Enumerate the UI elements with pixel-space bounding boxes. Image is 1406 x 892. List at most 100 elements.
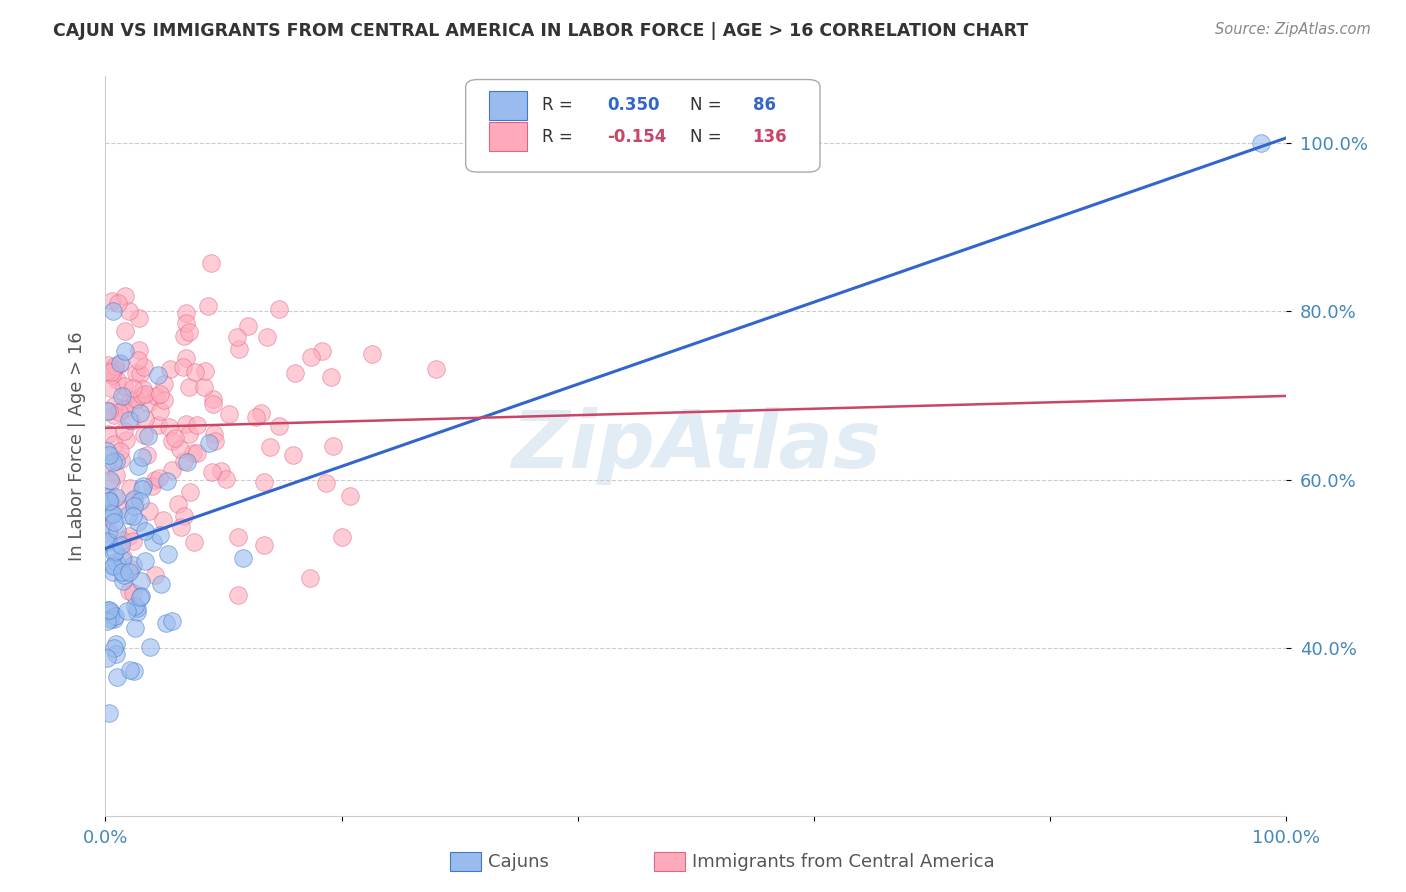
Point — [122, 397, 145, 411]
Point — [101, 304, 124, 318]
Point — [98, 507, 121, 521]
Point — [104, 647, 127, 661]
Point — [128, 343, 150, 358]
Point — [96, 491, 118, 505]
Point — [311, 343, 333, 358]
Point — [245, 410, 267, 425]
Point — [153, 392, 176, 407]
Point — [122, 664, 145, 678]
Point — [103, 362, 125, 376]
Point — [96, 364, 118, 378]
Point — [124, 599, 146, 614]
Point — [103, 491, 125, 505]
Point — [200, 466, 222, 480]
Point — [120, 414, 142, 428]
Point — [110, 444, 132, 458]
Point — [174, 316, 197, 330]
Point — [101, 508, 124, 522]
Point — [253, 538, 276, 552]
Point — [128, 494, 150, 508]
Point — [256, 330, 278, 344]
Point — [121, 381, 143, 395]
Text: Source: ZipAtlas.com: Source: ZipAtlas.com — [1215, 22, 1371, 37]
Point — [100, 475, 122, 489]
Point — [299, 350, 322, 364]
Point — [114, 389, 136, 403]
Point — [127, 605, 149, 619]
Point — [105, 468, 128, 483]
Point — [250, 406, 273, 420]
Point — [105, 670, 128, 684]
Point — [110, 452, 132, 467]
Point — [177, 426, 200, 441]
Point — [131, 388, 153, 402]
Point — [103, 558, 125, 572]
Point — [128, 368, 150, 382]
Point — [149, 403, 172, 417]
Point — [319, 369, 342, 384]
Point — [108, 356, 131, 370]
Point — [98, 508, 121, 522]
Text: ZipAtlas: ZipAtlas — [510, 407, 882, 485]
Point — [118, 565, 141, 579]
Point — [129, 406, 152, 420]
FancyBboxPatch shape — [465, 79, 820, 172]
Point — [132, 359, 155, 374]
Text: 86: 86 — [752, 96, 776, 114]
Point — [136, 429, 159, 443]
Point — [267, 302, 290, 317]
Point — [332, 530, 354, 544]
Point — [174, 351, 197, 365]
Point — [112, 379, 135, 393]
Point — [98, 448, 121, 462]
Point — [155, 615, 177, 630]
Point — [339, 489, 361, 503]
Point — [149, 386, 172, 401]
Point — [1250, 136, 1272, 150]
Point — [97, 524, 120, 538]
Point — [174, 306, 197, 320]
Point — [104, 608, 127, 623]
Point — [101, 566, 124, 580]
Point — [132, 479, 155, 493]
Point — [105, 555, 128, 569]
Point — [117, 304, 139, 318]
Point — [97, 358, 120, 372]
Point — [253, 475, 276, 490]
Point — [100, 605, 122, 619]
Point — [115, 604, 138, 618]
Point — [103, 399, 125, 413]
Point — [112, 402, 135, 417]
Point — [183, 535, 205, 549]
Point — [110, 502, 132, 516]
Point — [215, 472, 238, 486]
Point — [138, 504, 160, 518]
Point — [96, 650, 118, 665]
Point — [103, 641, 125, 656]
Point — [97, 494, 120, 508]
Point — [111, 389, 134, 403]
Point — [209, 464, 232, 478]
Point — [104, 359, 127, 373]
Point — [122, 493, 145, 508]
Point — [146, 418, 169, 433]
Point — [148, 471, 170, 485]
Point — [112, 568, 135, 582]
Point — [101, 293, 124, 308]
Text: R =: R = — [543, 96, 578, 114]
Point — [236, 318, 259, 333]
Point — [118, 529, 141, 543]
Point — [122, 491, 145, 506]
Point — [146, 368, 169, 383]
Point — [129, 589, 152, 603]
Point — [122, 586, 145, 600]
Text: N =: N = — [690, 96, 727, 114]
Point — [173, 508, 195, 523]
Point — [114, 344, 136, 359]
Bar — [489, 91, 527, 120]
Point — [259, 440, 281, 454]
Point — [122, 499, 145, 513]
Point — [136, 448, 159, 462]
Point — [197, 299, 219, 313]
Point — [284, 367, 307, 381]
